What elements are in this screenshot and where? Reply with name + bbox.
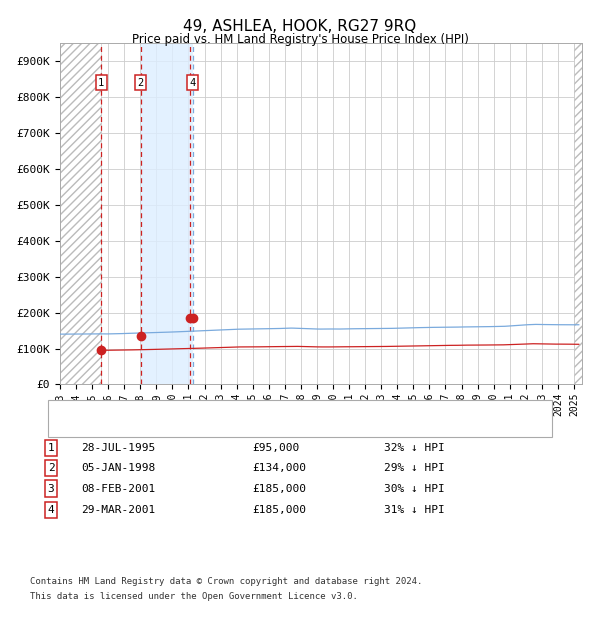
Text: 32% ↓ HPI: 32% ↓ HPI xyxy=(384,443,445,453)
Text: £185,000: £185,000 xyxy=(252,505,306,515)
Text: 1: 1 xyxy=(47,443,55,453)
Text: 31% ↓ HPI: 31% ↓ HPI xyxy=(384,505,445,515)
Bar xyxy=(140,43,193,384)
Text: 28-JUL-1995: 28-JUL-1995 xyxy=(81,443,155,453)
Text: £134,000: £134,000 xyxy=(252,463,306,473)
Text: ——: —— xyxy=(66,420,94,433)
Text: This data is licensed under the Open Government Licence v3.0.: This data is licensed under the Open Gov… xyxy=(30,592,358,601)
Text: £185,000: £185,000 xyxy=(252,484,306,494)
Text: 2: 2 xyxy=(137,78,144,88)
Text: £95,000: £95,000 xyxy=(252,443,299,453)
Text: 29% ↓ HPI: 29% ↓ HPI xyxy=(384,463,445,473)
Bar xyxy=(574,43,582,384)
Text: HPI: Average price, detached house, Hart: HPI: Average price, detached house, Hart xyxy=(93,422,308,432)
Text: 29-MAR-2001: 29-MAR-2001 xyxy=(81,505,155,515)
Text: 4: 4 xyxy=(190,78,196,88)
Text: 49, ASHLEA, HOOK, RG27 9RQ: 49, ASHLEA, HOOK, RG27 9RQ xyxy=(184,19,416,34)
Text: 4: 4 xyxy=(47,505,55,515)
Text: Price paid vs. HM Land Registry's House Price Index (HPI): Price paid vs. HM Land Registry's House … xyxy=(131,33,469,46)
Text: 30% ↓ HPI: 30% ↓ HPI xyxy=(384,484,445,494)
Text: Contains HM Land Registry data © Crown copyright and database right 2024.: Contains HM Land Registry data © Crown c… xyxy=(30,577,422,586)
Text: 2: 2 xyxy=(47,463,55,473)
Text: 08-FEB-2001: 08-FEB-2001 xyxy=(81,484,155,494)
Text: 49, ASHLEA, HOOK, RG27 9RQ (detached house): 49, ASHLEA, HOOK, RG27 9RQ (detached hou… xyxy=(93,405,347,415)
Text: ——: —— xyxy=(66,404,94,417)
Text: 05-JAN-1998: 05-JAN-1998 xyxy=(81,463,155,473)
Text: 3: 3 xyxy=(47,484,55,494)
Text: 1: 1 xyxy=(98,78,104,88)
Bar xyxy=(60,43,101,384)
